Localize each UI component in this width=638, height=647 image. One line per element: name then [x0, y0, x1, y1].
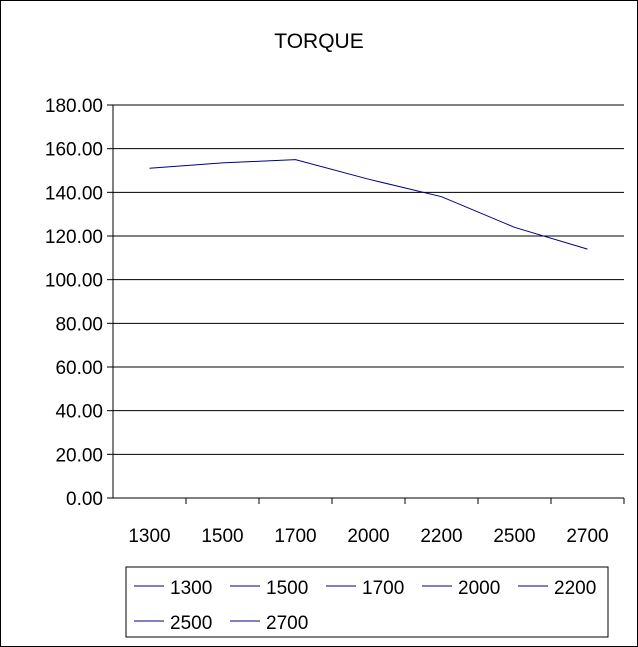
series-layer [149, 159, 588, 250]
y-tick-label: 120.00 [45, 227, 103, 248]
x-tick-label: 1700 [274, 526, 316, 547]
legend: 1300 1500 1700 2000 2200 2500 2700 [125, 566, 609, 638]
y-tick-label: 0.00 [66, 489, 103, 510]
legend-entry-label: 1500 [266, 578, 308, 599]
legend-entry-label: 2000 [458, 578, 500, 599]
gridlines [113, 104, 624, 455]
legend-entry-label: 2200 [554, 578, 596, 599]
legend-entry-label: 2700 [266, 613, 308, 634]
axes [107, 104, 625, 504]
legend-entry-label: 1300 [170, 578, 212, 599]
chart-title: TORQUE [274, 30, 363, 53]
y-tick-label: 20.00 [55, 445, 103, 466]
legend-entry-label: 1700 [362, 578, 404, 599]
y-tick-label: 180.00 [45, 96, 103, 117]
legend-box [125, 566, 609, 638]
y-tick-label: 160.00 [45, 140, 103, 161]
y-axis-tick-labels: 0.00 20.00 40.00 60.00 80.00 100.00 120.00 140.… [45, 96, 103, 510]
x-axis-tick-labels: 1300 1500 1700 2000 2200 2500 2700 [128, 526, 608, 547]
legend-entry-label: 2500 [170, 613, 212, 634]
y-tick-label: 140.00 [45, 183, 103, 204]
x-tick-label: 1500 [201, 526, 243, 547]
y-tick-label: 40.00 [55, 402, 103, 423]
x-tick-label: 2200 [420, 526, 462, 547]
x-tick-label: 2700 [566, 526, 608, 547]
y-tick-label: 60.00 [55, 358, 103, 379]
x-tick-label: 1300 [128, 526, 170, 547]
series-line [149, 159, 588, 250]
x-tick-label: 2000 [347, 526, 389, 547]
x-tick-label: 2500 [493, 526, 535, 547]
y-tick-label: 100.00 [45, 271, 103, 292]
y-tick-label: 80.00 [55, 314, 103, 335]
